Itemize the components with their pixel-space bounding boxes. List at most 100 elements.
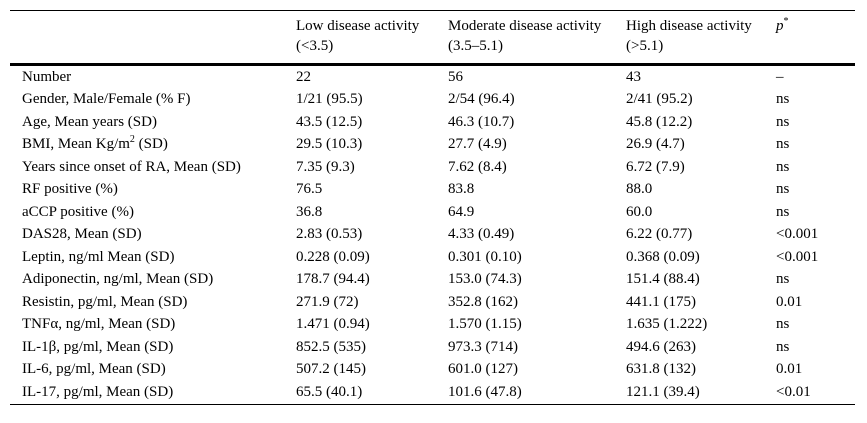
- table-row-accp-positive: aCCP positive (%) 36.8 64.9 60.0 ns: [10, 201, 855, 224]
- row-label: Gender, Male/Female (% F): [22, 91, 191, 108]
- cell-moderate: 64.9: [448, 203, 475, 220]
- table-row-tnf-alpha: TNFα, ng/ml, Mean (SD) 1.471 (0.94) 1.57…: [10, 314, 855, 337]
- cell-p: ns: [776, 158, 790, 175]
- cell-p: 0.01: [776, 293, 803, 310]
- cell-low: 2.83 (0.53): [296, 226, 363, 243]
- table-row-adiponectin: Adiponectin, ng/ml, Mean (SD) 178.7 (94.…: [10, 269, 855, 292]
- cell-p: ns: [776, 316, 790, 333]
- column-header-empty: [10, 11, 296, 65]
- table-row-gender: Gender, Male/Female (% F) 1/21 (95.5) 2/…: [10, 89, 855, 112]
- header-line2: (<3.5): [296, 38, 334, 54]
- cell-moderate: 7.62 (8.4): [448, 158, 507, 175]
- cell-moderate: 0.301 (0.10): [448, 248, 522, 265]
- row-label: IL-6, pg/ml, Mean (SD): [22, 361, 166, 378]
- table-row-leptin: Leptin, ng/ml Mean (SD) 0.228 (0.09) 0.3…: [10, 246, 855, 269]
- cell-high: 60.0: [626, 203, 653, 220]
- table-row-il-1-beta: IL-1β, pg/ml, Mean (SD) 852.5 (535) 973.…: [10, 336, 855, 359]
- row-label: Adiponectin, ng/ml, Mean (SD): [22, 271, 214, 288]
- cell-low: 43.5 (12.5): [296, 113, 363, 130]
- cell-high: 43: [626, 68, 641, 85]
- table-row-rf-positive: RF positive (%) 76.5 83.8 88.0 ns: [10, 179, 855, 202]
- squared-superscript: 2: [129, 134, 135, 146]
- cell-high: 121.1 (39.4): [626, 383, 700, 400]
- cell-low: 22: [296, 68, 311, 85]
- cell-low: 36.8: [296, 203, 323, 220]
- cell-high: 26.9 (4.7): [626, 136, 685, 153]
- column-header-low-disease-activity: Low disease activity (<3.5): [296, 11, 448, 65]
- row-label: IL-1β, pg/ml, Mean (SD): [22, 338, 174, 355]
- cell-p: ns: [776, 113, 790, 130]
- cell-moderate: 601.0 (127): [448, 361, 518, 378]
- cell-high: 1.635 (1.222): [626, 316, 708, 333]
- asterisk-superscript: *: [783, 16, 789, 27]
- table-row-age: Age, Mean years (SD) 43.5 (12.5) 46.3 (1…: [10, 111, 855, 134]
- cell-p: ns: [776, 136, 790, 153]
- cell-p: ns: [776, 271, 790, 288]
- cell-low: 65.5 (40.1): [296, 383, 363, 400]
- cell-p: <0.01: [776, 383, 811, 400]
- cell-moderate: 973.3 (714): [448, 338, 518, 355]
- cell-low: 1/21 (95.5): [296, 91, 363, 108]
- column-header-moderate-disease-activity: Moderate disease activity (3.5–5.1): [448, 11, 626, 65]
- row-label: BMI, Mean Kg/m2 (SD): [10, 134, 296, 157]
- header-line2: (>5.1): [626, 38, 664, 54]
- disease-activity-table: Low disease activity (<3.5) Moderate dis…: [10, 10, 855, 405]
- cell-high: 45.8 (12.2): [626, 113, 693, 130]
- row-label: Leptin, ng/ml Mean (SD): [22, 248, 175, 265]
- table-row-bmi: BMI, Mean Kg/m2 (SD) 29.5 (10.3) 27.7 (4…: [10, 134, 855, 157]
- cell-moderate: 56: [448, 68, 463, 85]
- cell-high: 6.72 (7.9): [626, 158, 685, 175]
- row-label: DAS28, Mean (SD): [22, 226, 142, 243]
- cell-high: 6.22 (0.77): [626, 226, 693, 243]
- cell-high: 0.368 (0.09): [626, 248, 700, 265]
- column-header-p-value: p*: [776, 11, 855, 65]
- cell-p: ns: [776, 181, 790, 198]
- row-label: Years since onset of RA, Mean (SD): [22, 158, 241, 175]
- row-label: RF positive (%): [22, 181, 118, 198]
- label-part: (SD): [134, 136, 168, 153]
- header-row: Low disease activity (<3.5) Moderate dis…: [10, 11, 855, 65]
- label-part: BMI, Mean Kg/m: [22, 136, 130, 153]
- row-label: Resistin, pg/ml, Mean (SD): [22, 293, 188, 310]
- header-line1: Moderate disease activity: [448, 18, 602, 34]
- cell-p: ns: [776, 338, 790, 355]
- cell-moderate: 101.6 (47.8): [448, 383, 522, 400]
- row-label: Age, Mean years (SD): [22, 113, 157, 130]
- cell-high: 88.0: [626, 181, 653, 198]
- table-row-years-since-onset: Years since onset of RA, Mean (SD) 7.35 …: [10, 156, 855, 179]
- cell-high: 151.4 (88.4): [626, 271, 700, 288]
- row-label: IL-17, pg/ml, Mean (SD): [22, 383, 174, 400]
- cell-high: 631.8 (132): [626, 361, 696, 378]
- cell-high: 441.1 (175): [626, 293, 696, 310]
- cell-moderate: 2/54 (96.4): [448, 91, 515, 108]
- cell-p: <0.001: [776, 248, 819, 265]
- cell-p: <0.001: [776, 226, 819, 243]
- column-header-high-disease-activity: High disease activity (>5.1): [626, 11, 776, 65]
- table-row-number: Number 22 56 43 –: [10, 65, 855, 89]
- cell-low: 1.471 (0.94): [296, 316, 370, 333]
- cell-moderate: 46.3 (10.7): [448, 113, 515, 130]
- header-line2: (3.5–5.1): [448, 38, 503, 54]
- cell-low: 178.7 (94.4): [296, 271, 370, 288]
- cell-high: 2/41 (95.2): [626, 91, 693, 108]
- cell-low: 29.5 (10.3): [296, 136, 363, 153]
- row-label: aCCP positive (%): [22, 203, 134, 220]
- cell-high: 494.6 (263): [626, 338, 696, 355]
- cell-p: –: [776, 68, 784, 85]
- cell-moderate: 352.8 (162): [448, 293, 518, 310]
- cell-moderate: 1.570 (1.15): [448, 316, 522, 333]
- cell-low: 7.35 (9.3): [296, 158, 355, 175]
- cell-low: 271.9 (72): [296, 293, 359, 310]
- cell-low: 507.2 (145): [296, 361, 366, 378]
- cell-p: ns: [776, 91, 790, 108]
- cell-p: 0.01: [776, 361, 803, 378]
- table-row-resistin: Resistin, pg/ml, Mean (SD) 271.9 (72) 35…: [10, 291, 855, 314]
- row-label: Number: [22, 68, 72, 85]
- cell-low: 852.5 (535): [296, 338, 366, 355]
- cell-low: 0.228 (0.09): [296, 248, 370, 265]
- header-line1: Low disease activity: [296, 18, 420, 34]
- p-symbol: p: [776, 18, 784, 34]
- table-row-das28: DAS28, Mean (SD) 2.83 (0.53) 4.33 (0.49)…: [10, 224, 855, 247]
- cell-moderate: 83.8: [448, 181, 475, 198]
- cell-p: ns: [776, 203, 790, 220]
